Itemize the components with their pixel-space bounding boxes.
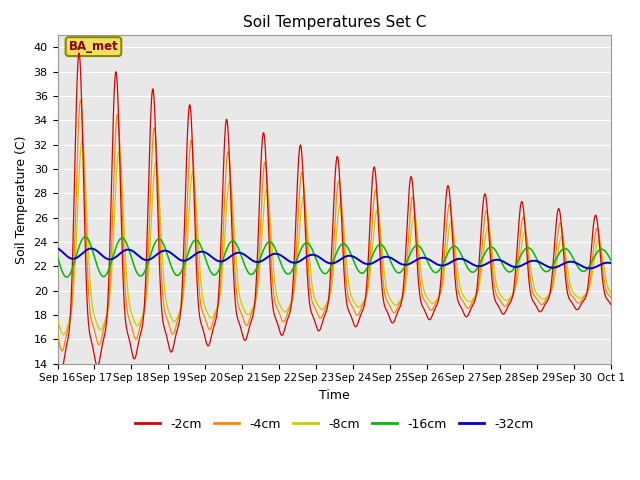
Y-axis label: Soil Temperature (C): Soil Temperature (C) <box>15 135 28 264</box>
Legend: -2cm, -4cm, -8cm, -16cm, -32cm: -2cm, -4cm, -8cm, -16cm, -32cm <box>130 413 538 436</box>
Text: BA_met: BA_met <box>68 40 118 53</box>
Title: Soil Temperatures Set C: Soil Temperatures Set C <box>243 15 426 30</box>
X-axis label: Time: Time <box>319 389 349 402</box>
